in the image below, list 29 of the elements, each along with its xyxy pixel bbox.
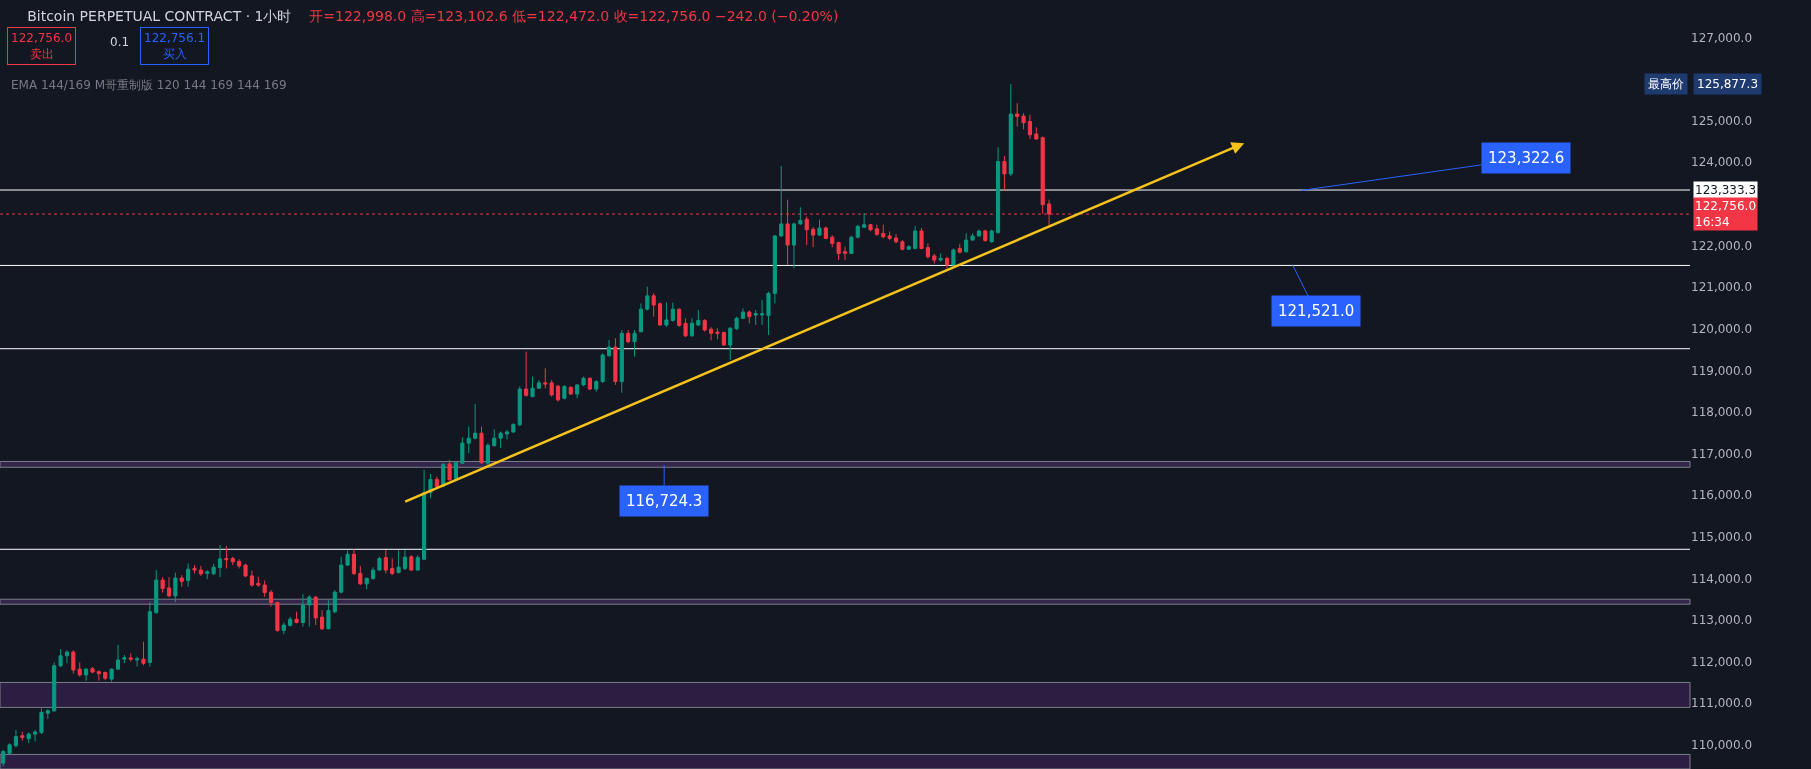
y-tick-label: 113,000.0 — [1691, 613, 1753, 628]
ref-line-label: 122,756.0 16:34 — [1695, 199, 1757, 229]
text: Bitcoin PERPETUAL CONTRACT · 1小时 — [27, 8, 292, 25]
ref-line-label: 123,333.3 — [1695, 183, 1757, 197]
annotation: EMA 144/169 M哥重制版 120 144 169 144 169 — [11, 78, 287, 92]
y-tick-label: 115,000.0 — [1691, 530, 1753, 544]
annotation: 122,756.0 卖出 — [11, 31, 73, 61]
y-tick-label: 111,000.0 — [1691, 696, 1753, 711]
annotation: 最高价 — [1648, 77, 1684, 91]
text: 开=122,998.0 高=123,102.6 低=122,472.0 收=122,756.0 −242.0 (−0.20%) — [309, 8, 839, 25]
y-tick-label: 124,000.0 — [1691, 155, 1753, 170]
annotation: 116,724.3 — [626, 492, 703, 510]
y-tick-label: 112,000.0 — [1691, 654, 1753, 669]
text: 125,877.3 — [1697, 77, 1759, 91]
y-tick-label: 114,000.0 — [1691, 571, 1753, 586]
y-tick-label: 127,000.0 — [1691, 30, 1753, 45]
y-tick-label: 122,000.0 — [1691, 238, 1753, 253]
y-tick-label: 119,000.0 — [1691, 363, 1753, 378]
y-tick-label: 116,000.0 — [1691, 488, 1753, 503]
annotation: 0.1 — [110, 35, 130, 49]
annotation: 123,322.6 — [1488, 149, 1565, 167]
y-tick-label: 110,000.0 — [1691, 738, 1753, 753]
y-tick-label: 121,000.0 — [1691, 280, 1753, 295]
y-tick-label: 120,000.0 — [1691, 321, 1753, 336]
y-tick-label: 118,000.0 — [1691, 405, 1753, 420]
y-tick-label: 125,000.0 — [1691, 113, 1753, 128]
annotation: 122,756.1 买入 — [144, 31, 206, 61]
annotation: 121,521.0 — [1278, 302, 1355, 320]
y-tick-label: 117,000.0 — [1691, 446, 1753, 461]
